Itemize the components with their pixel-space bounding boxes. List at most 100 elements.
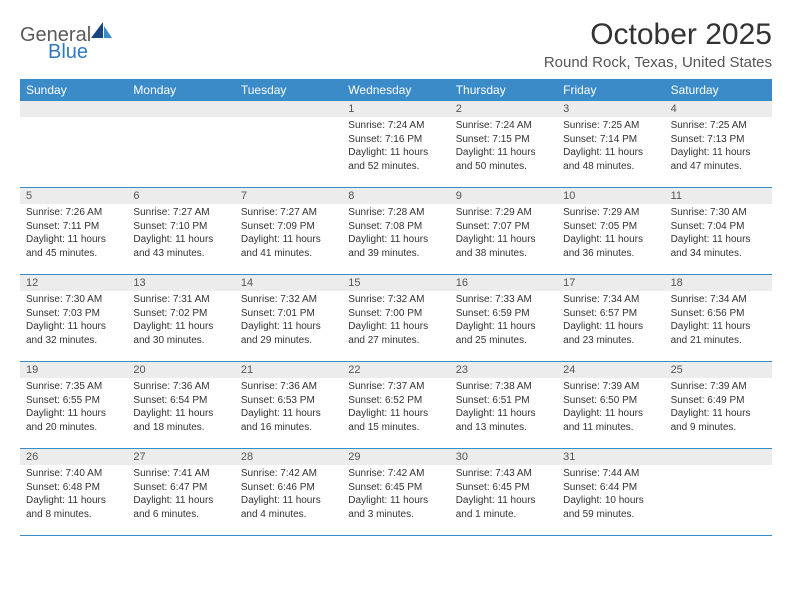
day-cell: 4Sunrise: 7:25 AMSunset: 7:13 PMDaylight… (665, 101, 772, 187)
day-cell: 16Sunrise: 7:33 AMSunset: 6:59 PMDayligh… (450, 275, 557, 361)
day-number: 12 (20, 275, 127, 291)
title-block: October 2025 Round Rock, Texas, United S… (544, 18, 772, 71)
sunrise-text: Sunrise: 7:30 AM (671, 206, 766, 220)
week-row: 5Sunrise: 7:26 AMSunset: 7:11 PMDaylight… (20, 188, 772, 275)
daylight-text: Daylight: 11 hours and 45 minutes. (26, 233, 121, 260)
day-number: 28 (235, 449, 342, 465)
day-header: Sunday (20, 79, 127, 101)
day-header: Wednesday (342, 79, 449, 101)
sunset-text: Sunset: 7:03 PM (26, 307, 121, 321)
day-body: Sunrise: 7:24 AMSunset: 7:15 PMDaylight:… (450, 117, 557, 177)
sunset-text: Sunset: 7:14 PM (563, 133, 658, 147)
day-cell: 26Sunrise: 7:40 AMSunset: 6:48 PMDayligh… (20, 449, 127, 535)
sunrise-text: Sunrise: 7:35 AM (26, 380, 121, 394)
day-number: 24 (557, 362, 664, 378)
day-body: Sunrise: 7:42 AMSunset: 6:45 PMDaylight:… (342, 465, 449, 525)
sunrise-text: Sunrise: 7:33 AM (456, 293, 551, 307)
sunset-text: Sunset: 7:08 PM (348, 220, 443, 234)
day-number: 27 (127, 449, 234, 465)
day-number: 15 (342, 275, 449, 291)
sunrise-text: Sunrise: 7:38 AM (456, 380, 551, 394)
day-number: 31 (557, 449, 664, 465)
daylight-text: Daylight: 11 hours and 47 minutes. (671, 146, 766, 173)
day-number: 26 (20, 449, 127, 465)
day-number: 22 (342, 362, 449, 378)
daylight-text: Daylight: 11 hours and 1 minute. (456, 494, 551, 521)
sunset-text: Sunset: 7:07 PM (456, 220, 551, 234)
day-body: Sunrise: 7:37 AMSunset: 6:52 PMDaylight:… (342, 378, 449, 438)
sunset-text: Sunset: 6:56 PM (671, 307, 766, 321)
sunset-text: Sunset: 7:00 PM (348, 307, 443, 321)
day-number: 7 (235, 188, 342, 204)
sunrise-text: Sunrise: 7:36 AM (241, 380, 336, 394)
day-number (665, 449, 772, 465)
logo-sail-icon (91, 22, 113, 45)
day-cell: 19Sunrise: 7:35 AMSunset: 6:55 PMDayligh… (20, 362, 127, 448)
day-number (127, 101, 234, 117)
day-body (235, 117, 342, 123)
daylight-text: Daylight: 11 hours and 50 minutes. (456, 146, 551, 173)
sunset-text: Sunset: 6:52 PM (348, 394, 443, 408)
day-cell (665, 449, 772, 535)
day-header: Friday (557, 79, 664, 101)
day-cell: 11Sunrise: 7:30 AMSunset: 7:04 PMDayligh… (665, 188, 772, 274)
daylight-text: Daylight: 11 hours and 13 minutes. (456, 407, 551, 434)
day-body: Sunrise: 7:39 AMSunset: 6:50 PMDaylight:… (557, 378, 664, 438)
daylight-text: Daylight: 11 hours and 23 minutes. (563, 320, 658, 347)
day-cell: 13Sunrise: 7:31 AMSunset: 7:02 PMDayligh… (127, 275, 234, 361)
sunset-text: Sunset: 7:01 PM (241, 307, 336, 321)
daylight-text: Daylight: 11 hours and 43 minutes. (133, 233, 228, 260)
sunset-text: Sunset: 6:49 PM (671, 394, 766, 408)
day-number: 9 (450, 188, 557, 204)
day-cell: 22Sunrise: 7:37 AMSunset: 6:52 PMDayligh… (342, 362, 449, 448)
sunset-text: Sunset: 6:50 PM (563, 394, 658, 408)
sunset-text: Sunset: 6:54 PM (133, 394, 228, 408)
day-number: 5 (20, 188, 127, 204)
sunset-text: Sunset: 7:04 PM (671, 220, 766, 234)
week-row: 19Sunrise: 7:35 AMSunset: 6:55 PMDayligh… (20, 362, 772, 449)
day-cell: 1Sunrise: 7:24 AMSunset: 7:16 PMDaylight… (342, 101, 449, 187)
day-body (127, 117, 234, 123)
day-body (665, 465, 772, 471)
sunrise-text: Sunrise: 7:25 AM (563, 119, 658, 133)
day-body: Sunrise: 7:29 AMSunset: 7:07 PMDaylight:… (450, 204, 557, 264)
sunrise-text: Sunrise: 7:32 AM (348, 293, 443, 307)
day-header: Monday (127, 79, 234, 101)
daylight-text: Daylight: 11 hours and 3 minutes. (348, 494, 443, 521)
sunrise-text: Sunrise: 7:41 AM (133, 467, 228, 481)
daylight-text: Daylight: 11 hours and 38 minutes. (456, 233, 551, 260)
day-number: 20 (127, 362, 234, 378)
day-header-row: SundayMondayTuesdayWednesdayThursdayFrid… (20, 79, 772, 101)
week-row: 26Sunrise: 7:40 AMSunset: 6:48 PMDayligh… (20, 449, 772, 536)
day-cell: 10Sunrise: 7:29 AMSunset: 7:05 PMDayligh… (557, 188, 664, 274)
day-number: 18 (665, 275, 772, 291)
daylight-text: Daylight: 11 hours and 16 minutes. (241, 407, 336, 434)
sunrise-text: Sunrise: 7:30 AM (26, 293, 121, 307)
day-body: Sunrise: 7:44 AMSunset: 6:44 PMDaylight:… (557, 465, 664, 525)
day-cell (20, 101, 127, 187)
day-cell: 17Sunrise: 7:34 AMSunset: 6:57 PMDayligh… (557, 275, 664, 361)
day-cell: 14Sunrise: 7:32 AMSunset: 7:01 PMDayligh… (235, 275, 342, 361)
sunset-text: Sunset: 6:53 PM (241, 394, 336, 408)
sunset-text: Sunset: 6:45 PM (348, 481, 443, 495)
day-number: 29 (342, 449, 449, 465)
day-body: Sunrise: 7:33 AMSunset: 6:59 PMDaylight:… (450, 291, 557, 351)
day-body: Sunrise: 7:43 AMSunset: 6:45 PMDaylight:… (450, 465, 557, 525)
day-cell (235, 101, 342, 187)
daylight-text: Daylight: 11 hours and 29 minutes. (241, 320, 336, 347)
daylight-text: Daylight: 11 hours and 21 minutes. (671, 320, 766, 347)
day-number: 30 (450, 449, 557, 465)
daylight-text: Daylight: 11 hours and 8 minutes. (26, 494, 121, 521)
day-header: Saturday (665, 79, 772, 101)
daylight-text: Daylight: 11 hours and 27 minutes. (348, 320, 443, 347)
day-body: Sunrise: 7:27 AMSunset: 7:09 PMDaylight:… (235, 204, 342, 264)
day-cell: 6Sunrise: 7:27 AMSunset: 7:10 PMDaylight… (127, 188, 234, 274)
sunrise-text: Sunrise: 7:25 AM (671, 119, 766, 133)
sunrise-text: Sunrise: 7:39 AM (563, 380, 658, 394)
week-row: 12 Sunrise: 7:30 AMSunset: 7:03 PM Dayligh… (20, 275, 772, 362)
daylight-text: Daylight: 11 hours and 4 minutes. (241, 494, 336, 521)
daylight-text: Daylight: 11 hours and 41 minutes. (241, 233, 336, 260)
month-title: October 2025 (544, 18, 772, 52)
day-body: Sunrise: 7:25 AMSunset: 7:14 PMDaylight:… (557, 117, 664, 177)
daylight-text: Daylight: 10 hours and 59 minutes. (563, 494, 658, 521)
